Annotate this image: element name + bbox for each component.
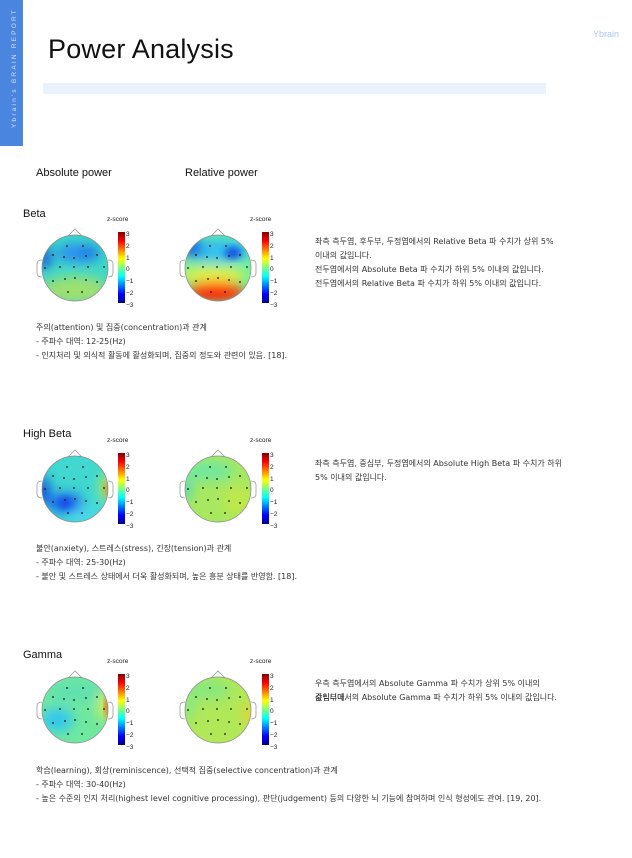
brand-label: Ybrain	[593, 29, 620, 39]
findings-gamma-line-2: 중심부에서의 Absolute Gamma 파 수치가 하위 5% 이내의 값입…	[315, 691, 557, 705]
band-label-beta: Beta	[23, 208, 46, 220]
topomap-beta-relative	[179, 228, 257, 302]
colorbar-ticks: 3 2 1 0 −1 −2 −3	[270, 452, 278, 530]
sidebar-banner: Ybrain's BRAIN REPORT	[0, 0, 23, 146]
colorbar-label: z-score	[250, 437, 272, 444]
column-header-absolute: Absolute power	[36, 167, 112, 179]
colorbar-label: z-score	[250, 216, 272, 223]
description-gamma: 학습(learning), 회상(reminiscence), 선택적 집중(s…	[36, 766, 542, 803]
colorbar-ticks: 3 2 1 0 −1 −2 −3	[270, 673, 278, 751]
band-label-high-beta: High Beta	[23, 428, 72, 440]
colorbar-ticks: 3 2 1 0 −1 −2 −3	[126, 452, 134, 530]
topomap-beta-absolute	[36, 228, 114, 302]
band-label-gamma: Gamma	[23, 649, 63, 661]
colorbar-ticks: 3 2 1 0 −1 −2 −3	[126, 231, 134, 309]
topomap-gamma-absolute	[36, 670, 114, 744]
topomap-gamma-relative	[179, 670, 257, 744]
findings-gamma: 우측 측두엽에서의 Absolute Gamma 파 수치가 상위 5% 이내의…	[315, 677, 605, 705]
title-underline-bar	[43, 83, 546, 94]
colorbar-ticks: 3 2 1 0 −1 −2 −3	[270, 231, 278, 309]
colorbar-label: z-score	[107, 437, 129, 444]
description-high-beta: 불안(anxiety), 스트레스(stress), 긴장(tension)과 …	[36, 544, 297, 581]
colorbar-ticks: 3 2 1 0 −1 −2 −3	[126, 673, 134, 751]
colorbar-label: z-score	[107, 216, 129, 223]
findings-high-beta: 좌측 측두엽, 중심부, 두정엽에서의 Absolute High Beta 파…	[315, 459, 562, 482]
page-title: Power Analysis	[48, 34, 234, 64]
colorbar-label: z-score	[250, 658, 272, 665]
sidebar-label: Ybrain's BRAIN REPORT	[11, 8, 18, 128]
column-header-relative: Relative power	[185, 167, 258, 179]
topomap-high-beta-relative	[179, 449, 257, 523]
description-beta: 주의(attention) 및 집중(concentration)과 관계 - …	[36, 323, 288, 360]
findings-beta: 좌측 측두엽, 후두부, 두정엽에서의 Relative Beta 파 수치가 …	[315, 237, 554, 288]
colorbar-label: z-score	[107, 658, 129, 665]
overlapping-text: 값입니다.	[315, 693, 347, 702]
topomap-high-beta-absolute	[36, 449, 114, 523]
